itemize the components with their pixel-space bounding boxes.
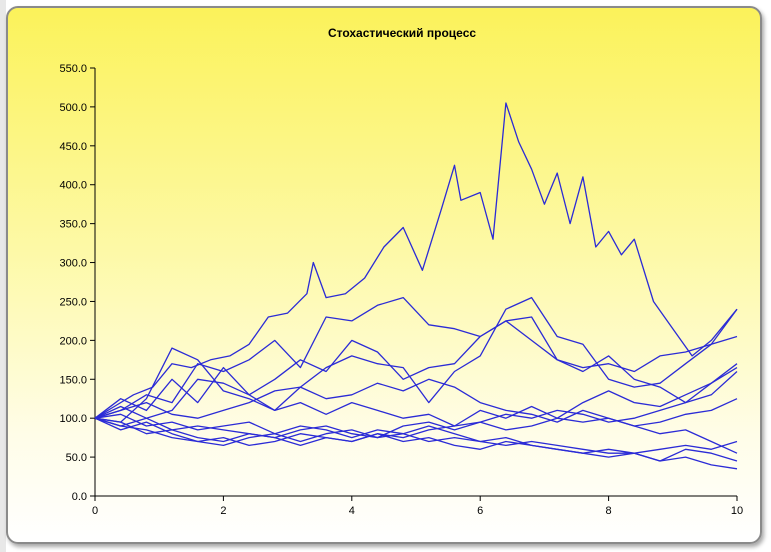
y-tick-label: 550.0 (59, 63, 87, 75)
series-line-3 (94, 316, 738, 419)
x-tick-label: 0 (92, 505, 98, 517)
series-line-11 (94, 378, 738, 454)
y-tick-label: 200.0 (59, 335, 87, 347)
series-line-2 (94, 296, 738, 419)
series-line-10 (94, 413, 738, 470)
y-tick-label: 0.0 (72, 491, 87, 503)
chart-svg: Стохастический процесс 0.0 50.0 100.0 150.0… (59, 26, 743, 517)
x-ticks: 0 2 4 6 8 10 (92, 496, 743, 517)
y-tick-label: 300.0 (59, 258, 87, 270)
y-ticks: 0.0 50.0 100.0 150.0 200.0 250.0 300.0 350.0 400… (59, 63, 95, 503)
x-tick-label: 4 (349, 505, 355, 517)
chart-panel: Стохастический процесс 0.0 50.0 100.0 150.0… (6, 6, 762, 544)
y-tick-label: 100.0 (59, 413, 87, 425)
chart-title: Стохастический процесс (328, 26, 476, 40)
series-line-5 (94, 363, 738, 427)
y-tick-label: 400.0 (59, 180, 87, 192)
y-tick-label: 50.0 (66, 452, 87, 464)
series-line-6 (94, 398, 738, 439)
x-tick-label: 2 (220, 505, 226, 517)
series-line-7 (94, 367, 738, 447)
series-group (94, 102, 738, 470)
left-edge (0, 0, 6, 552)
y-tick-label: 250.0 (59, 296, 87, 308)
x-tick-label: 10 (731, 505, 743, 517)
x-tick-label: 8 (606, 505, 612, 517)
y-tick-label: 150.0 (59, 374, 87, 386)
series-line-1 (94, 102, 738, 419)
y-tick-label: 500.0 (59, 102, 87, 114)
series-line-9 (94, 417, 738, 458)
x-tick-label: 6 (477, 505, 483, 517)
y-tick-label: 350.0 (59, 219, 87, 231)
y-tick-label: 450.0 (59, 141, 87, 153)
